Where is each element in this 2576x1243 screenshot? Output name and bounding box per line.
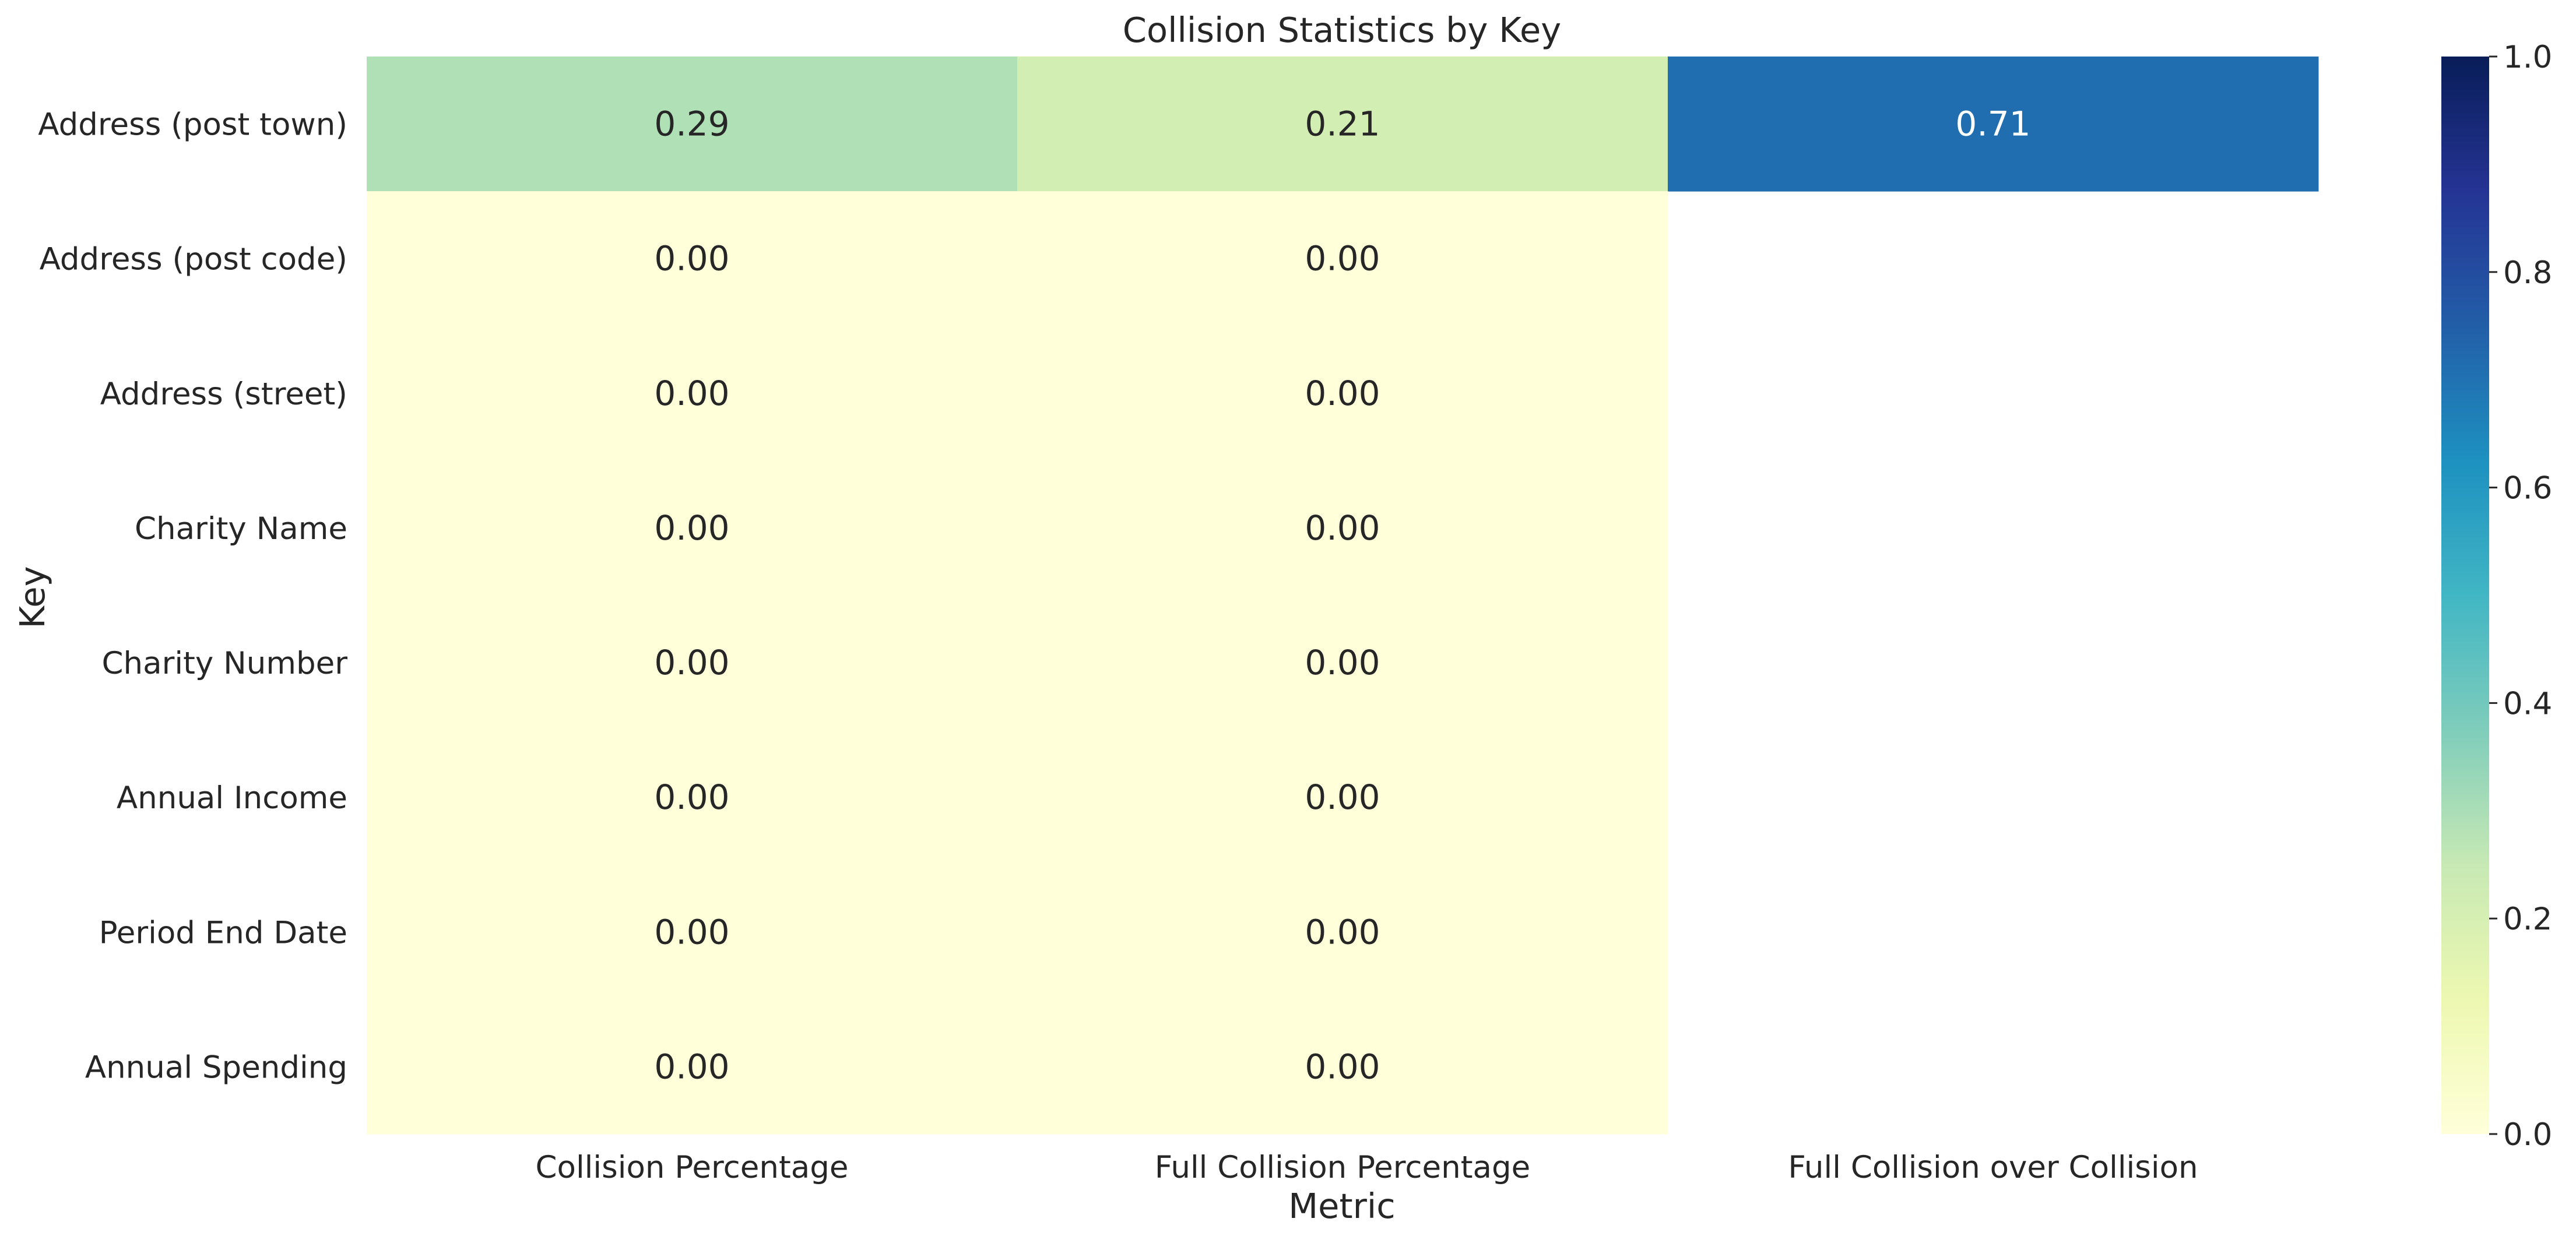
cell-value-label: 0.00 [654, 1047, 729, 1086]
cell-value-label: 0.29 [654, 104, 729, 144]
y-tick-label: Address (post town) [38, 107, 347, 143]
cell-value-label: 0.00 [654, 643, 729, 682]
heatmap-cell [367, 730, 1018, 865]
y-axis-label: Key [12, 566, 52, 629]
cell-value-label: 0.00 [1305, 777, 1380, 817]
y-tick-label: Charity Number [102, 646, 348, 681]
heatmap-cell [1017, 999, 1668, 1135]
heatmap-cell [367, 460, 1018, 596]
cell-value-label: 0.21 [1305, 104, 1380, 144]
cell-value-label: 0.00 [654, 374, 729, 413]
heatmap-cell [367, 326, 1018, 461]
heatmap-cell [1017, 864, 1668, 1000]
y-tick-label: Annual Income [117, 780, 347, 816]
colorbar-tick-label: 0.2 [2503, 902, 2552, 937]
cell-value-label: 0.00 [1305, 374, 1380, 413]
colorbar-tick-label: 0.6 [2503, 471, 2552, 506]
colorbar-tick-label: 0.0 [2503, 1117, 2552, 1153]
cell-value-label: 0.00 [654, 508, 729, 548]
heatmap-cell [367, 57, 1018, 192]
colorbar-tick-label: 0.8 [2503, 255, 2552, 291]
x-tick-label: Full Collision Percentage [1155, 1150, 1530, 1185]
heatmap-cell [1017, 460, 1668, 596]
heatmap-cell [1017, 730, 1668, 865]
cell-value-label: 0.00 [654, 239, 729, 279]
heatmap-cell [1668, 57, 2319, 192]
chart-title: Collision Statistics by Key [1123, 10, 1561, 50]
x-tick-labels: Collision Percentage Full Collision Perce… [536, 1150, 2198, 1185]
colorbar [2441, 57, 2489, 1134]
y-tick-labels: Address (post town) Address (post code) Ad… [38, 107, 347, 1086]
heatmap-cell [1017, 191, 1668, 326]
cell-value-label: 0.00 [1305, 1047, 1380, 1086]
x-tick-label: Collision Percentage [536, 1150, 849, 1185]
cell-value-label: 0.00 [654, 777, 729, 817]
heatmap-cell [367, 864, 1018, 1000]
cell-value-label: 0.71 [1955, 104, 2030, 144]
cell-value-label: 0.00 [654, 912, 729, 952]
x-tick-label: Full Collision over Collision [1788, 1150, 2198, 1185]
cell-value-label: 0.00 [1305, 239, 1380, 279]
cell-value-label: 0.00 [1305, 508, 1380, 548]
y-tick-label: Period End Date [99, 915, 347, 950]
cell-value-label: 0.00 [1305, 643, 1380, 682]
heatmap-cell [367, 999, 1018, 1135]
heatmap-cell [367, 595, 1018, 731]
colorbar-tick-label: 0.4 [2503, 686, 2552, 721]
heatmap-cells [367, 57, 2319, 1135]
x-axis-label: Metric [1288, 1186, 1395, 1226]
y-tick-label: Address (post code) [40, 242, 347, 277]
colorbar-tick-label: 1.0 [2503, 40, 2552, 75]
heatmap-cell [367, 191, 1018, 326]
y-tick-label: Address (street) [100, 376, 347, 412]
y-tick-label: Charity Name [135, 511, 347, 547]
heatmap-cell [1017, 326, 1668, 461]
heatmap-cell [1017, 595, 1668, 731]
heatmap-cell [1017, 57, 1668, 192]
colorbar-ticks: 0.0 0.2 0.4 0.6 0.8 1.0 [2489, 40, 2552, 1153]
heatmap-cell-labels: 0.29 0.21 0.71 0.00 0.00 0.00 0.00 0.00 0.00 0.00… [654, 104, 2030, 1087]
cell-value-label: 0.00 [1305, 912, 1380, 952]
y-tick-label: Annual Spending [85, 1050, 347, 1085]
